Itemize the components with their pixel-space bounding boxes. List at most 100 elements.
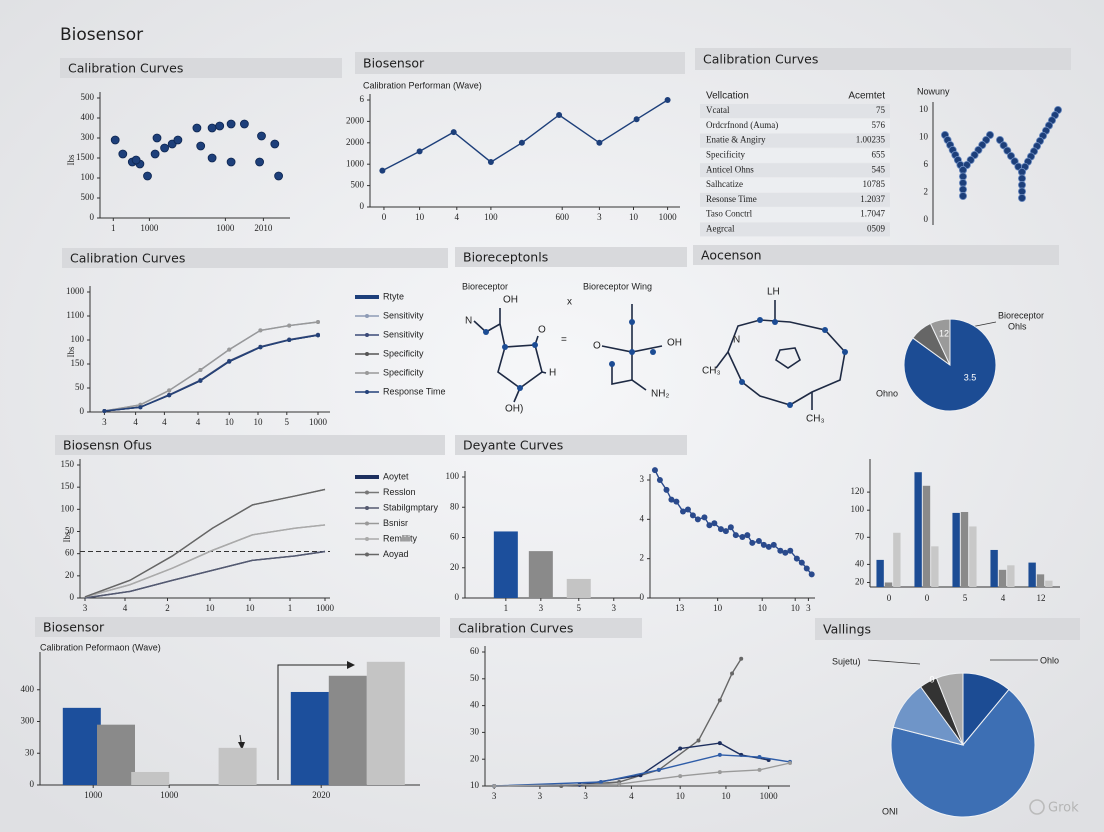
line-marker — [782, 549, 789, 556]
line-marker — [258, 328, 263, 333]
diagram-label: x — [567, 297, 572, 308]
x-tick-label: 10 — [713, 603, 723, 613]
table-cell: 545 — [872, 164, 886, 174]
line-marker — [717, 526, 724, 533]
legend-marker — [365, 521, 369, 526]
bar — [969, 526, 977, 587]
x-tick-label: 10 — [629, 212, 639, 222]
line-series — [104, 334, 319, 412]
panel-header — [455, 247, 687, 267]
y-tick-label: 1000 — [346, 158, 365, 168]
legend-label: Resslon — [383, 487, 416, 497]
x-tick-label: 3 — [492, 791, 497, 801]
y-tick-label: 3 — [640, 474, 645, 484]
arrow-head — [238, 742, 245, 750]
bar — [290, 691, 329, 785]
x-tick-label: 3 — [538, 791, 543, 801]
x-tick-label: 3 — [102, 417, 107, 427]
annotation: 0 — [929, 674, 934, 684]
y-tick-label: 500 — [351, 180, 365, 190]
arrow-head — [347, 661, 355, 669]
panel-header — [35, 617, 440, 637]
y-tick-label: 2 — [640, 553, 645, 563]
data-point — [192, 123, 202, 133]
line-marker — [730, 671, 735, 676]
x-tick-label: 3 — [612, 603, 617, 613]
data-point — [150, 149, 160, 159]
line-marker — [617, 782, 622, 787]
y-tick-label: 100 — [851, 504, 865, 514]
y-tick-label: 10 — [470, 780, 480, 790]
legend-marker — [365, 475, 369, 479]
diagram-label: NH₂ — [651, 389, 669, 400]
data-point — [196, 141, 206, 151]
y-tick-label: 1500 — [76, 152, 95, 162]
table-row — [700, 133, 890, 148]
x-tick-label: 3 — [806, 603, 811, 613]
diagram-label: O — [538, 325, 546, 336]
table-cell: Specificity — [706, 149, 745, 159]
line-series — [84, 550, 326, 599]
x-tick-label: 10 — [225, 417, 235, 427]
x-tick-label: 10 — [415, 212, 425, 222]
table-cell: Ordcrfnond (Auma) — [706, 120, 778, 130]
table-cell: 1.7047 — [860, 209, 885, 219]
callout-line — [867, 659, 921, 665]
line-marker — [198, 368, 203, 372]
y-tick-label: 100 — [81, 172, 95, 182]
watermark: Grok — [1029, 799, 1079, 816]
table-cell: Resonse Time — [706, 194, 757, 204]
legend-marker — [365, 490, 369, 495]
line-marker — [198, 378, 203, 383]
x-tick-label: 3 — [83, 603, 88, 613]
y-tick-label: 120 — [851, 486, 865, 496]
bar — [1007, 565, 1015, 587]
legend-marker — [365, 537, 369, 541]
bar — [914, 472, 922, 587]
bar — [893, 532, 901, 587]
y-tick-label: 40 — [855, 558, 865, 568]
y-tick-label: 1000 — [66, 286, 85, 296]
y-tick-label: 0 — [360, 201, 365, 211]
x-tick-label: 10 — [246, 603, 256, 613]
line-marker — [678, 774, 683, 779]
table-row — [700, 148, 890, 163]
x-tick-label: 5 — [577, 603, 582, 613]
legend-label: Sensitivity — [383, 310, 424, 320]
molecule-left — [473, 308, 547, 403]
data-point — [173, 135, 183, 145]
y-tick-label: 300 — [21, 716, 35, 726]
annotation: Ohlo — [1040, 655, 1059, 665]
y-tick-label: 100 — [61, 503, 75, 513]
arrow-annotation — [238, 661, 355, 780]
line-marker — [167, 388, 172, 393]
table-header-cell: Vellcation — [706, 91, 749, 102]
table-cell: Taso Conctrl — [706, 209, 753, 219]
line-marker — [598, 779, 603, 784]
panel-header — [55, 435, 445, 455]
bar — [1036, 574, 1045, 587]
y-tick-label: 30 — [470, 726, 480, 736]
x-tick-label: 4 — [1001, 593, 1006, 603]
legend-marker — [365, 352, 369, 356]
table-row — [700, 222, 890, 237]
atom — [483, 329, 489, 335]
line-marker — [798, 559, 805, 566]
y-tick-label: 4 — [640, 513, 645, 523]
panel-header — [450, 618, 642, 638]
legend-label: Remlility — [383, 533, 418, 543]
line-marker — [656, 767, 661, 772]
y-tick-label: 150 — [71, 358, 85, 368]
bar — [1028, 562, 1036, 587]
x-tick-label: 4 — [162, 417, 167, 427]
legend-marker — [365, 390, 369, 394]
y-tick-label: 1100 — [66, 310, 84, 320]
data-point — [152, 133, 162, 143]
annotation: 12 — [939, 328, 949, 338]
line-marker — [416, 148, 423, 155]
pie-slice — [929, 318, 951, 366]
line-marker — [732, 532, 739, 539]
panel-title: Calibration Curves — [70, 251, 185, 266]
legend-label: Stabilgmptary — [383, 502, 439, 512]
line-marker — [596, 139, 603, 146]
